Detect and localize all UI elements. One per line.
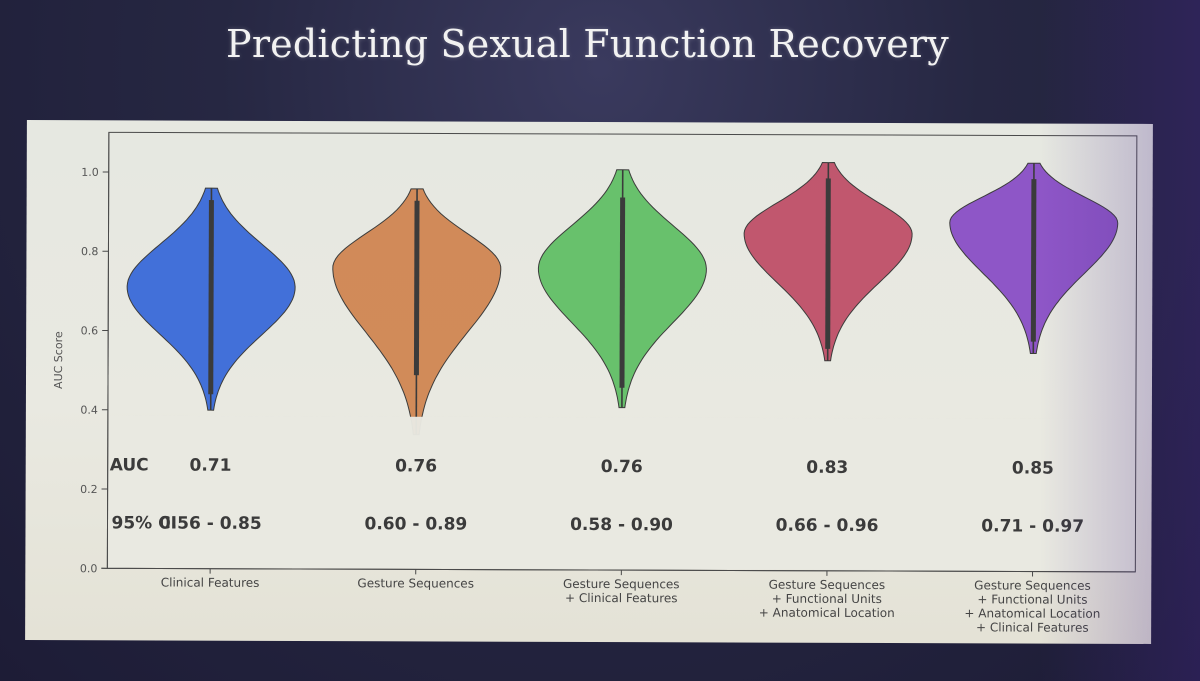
slide-title: Predicting Sexual Function Recovery: [226, 22, 949, 66]
ci-value-2: 0.60 - 0.89: [364, 514, 467, 534]
violin-box-4: [825, 178, 831, 349]
y-tick-label: 0.4: [80, 404, 98, 417]
x-tick-label: + Functional Units: [772, 592, 882, 606]
x-tick-label: Gesture Sequences: [769, 578, 886, 592]
x-tick-label: + Clinical Features: [976, 620, 1089, 634]
auc-value-3: 0.76: [601, 457, 643, 477]
y-tick-label: 0.0: [80, 562, 98, 575]
y-tick-label: 1.0: [81, 166, 99, 179]
x-tick-label: + Anatomical Location: [964, 606, 1100, 620]
auc-value-2: 0.76: [395, 456, 437, 476]
auc-value-4: 0.83: [806, 458, 848, 478]
violin-box-2: [413, 200, 420, 376]
ci-value-5: 0.71 - 0.97: [981, 516, 1084, 536]
x-tick-label: + Clinical Features: [565, 591, 678, 605]
violin-box-1: [208, 200, 214, 395]
auc-value-5: 0.85: [1012, 458, 1054, 478]
x-tick-label: Gesture Sequences: [563, 577, 680, 591]
x-tick-label: + Anatomical Location: [759, 606, 895, 620]
x-tick-label: Gesture Sequences: [357, 576, 474, 590]
ci-value-1: 0.56 - 0.85: [159, 513, 262, 533]
violin-box-3: [619, 197, 626, 388]
x-tick-label: Gesture Sequences: [974, 578, 1091, 592]
chart-panel: 0.0 0.2 0.4 0.6 0.8 1.0 AUC Score AUC 95% CI 0.71…: [25, 120, 1153, 644]
y-tick-label: 0.6: [81, 324, 99, 337]
auc-value-1: 0.71: [189, 456, 231, 476]
y-tick-label: 0.2: [80, 483, 98, 496]
y-axis-line: [106, 132, 110, 569]
violin-chart: 0.0 0.2 0.4 0.6 0.8 1.0 AUC Score AUC 95% CI 0.71…: [52, 131, 1138, 635]
x-tick-label: + Functional Units: [977, 592, 1087, 606]
annotation-overlay: [108, 415, 1135, 571]
y-tick-label: 0.8: [81, 245, 99, 258]
ci-value-4: 0.66 - 0.96: [776, 516, 879, 536]
ci-value-3: 0.58 - 0.90: [570, 515, 673, 535]
x-tick-label: Clinical Features: [161, 576, 260, 590]
ci-row-label: 95% CI: [111, 513, 176, 533]
auc-row-label: AUC: [110, 455, 149, 475]
y-axis-label: AUC Score: [52, 331, 65, 389]
violin-box-5: [1030, 179, 1037, 342]
